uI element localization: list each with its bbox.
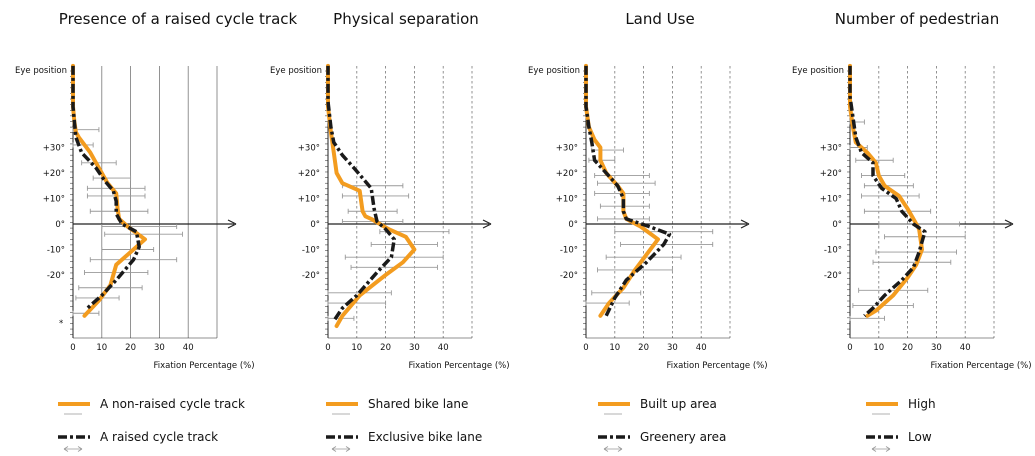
- axis-arrowhead: [227, 219, 237, 229]
- series-line-2: [71, 65, 141, 310]
- legend-label-2: A raised cycle track: [100, 430, 218, 444]
- legend-label-1: A non-raised cycle track: [100, 397, 245, 411]
- y-tick-label: +20°: [298, 169, 320, 179]
- legend: Shared bike lane Exclusive bike lane: [326, 397, 482, 452]
- panel-1: Presence of a raised cycle track Eye posi…: [15, 10, 298, 452]
- panel-title: Physical separation: [333, 10, 479, 28]
- x-tick-label: 40: [960, 343, 971, 353]
- series-line-2: [326, 65, 396, 322]
- x-tick-label: 10: [351, 343, 362, 353]
- x-axis-label: Fixation Percentage (%): [153, 361, 254, 371]
- y-tick-label: +30°: [556, 144, 578, 154]
- y-tick-label: +30°: [298, 144, 320, 154]
- y-tick-label: 0°: [832, 220, 842, 230]
- legend-label-1: High: [908, 397, 936, 411]
- legend: Built up area Greenery area: [598, 397, 726, 452]
- y-tick-label: +20°: [43, 169, 65, 179]
- legend-errorbar-swatch-2: [871, 446, 891, 452]
- y-tick-label: +30°: [820, 144, 842, 154]
- legend-label-1: Built up area: [640, 397, 717, 411]
- panel-3: Land Use Eye position +30° +20° +10° 0° -10° -2…: [528, 10, 768, 452]
- y-tick-label: +10°: [298, 195, 320, 205]
- x-tick-label: 10: [96, 343, 107, 353]
- y-tick-label: -10°: [560, 246, 578, 256]
- y-tick-label: +10°: [820, 195, 842, 205]
- legend: A non-raised cycle track A raised cycle t…: [58, 397, 245, 452]
- y-tick-label: -20°: [560, 271, 578, 281]
- y-tick-label: +10°: [43, 195, 65, 205]
- y-tick-label: -20°: [824, 271, 842, 281]
- y-axis-label: Eye position: [270, 66, 322, 76]
- panel-2: Physical separation Eye position +30° +20° +…: [270, 10, 510, 452]
- y-axis-label: Eye position: [528, 66, 580, 76]
- axis-arrowhead: [740, 219, 750, 229]
- x-tick-label: 40: [183, 343, 194, 353]
- legend-label-2: Low: [908, 430, 932, 444]
- x-tick-label: 30: [667, 343, 678, 353]
- legend-errorbar-swatch-2: [331, 446, 351, 452]
- legend-errorbar-swatch-2: [63, 446, 83, 452]
- series-line-1: [584, 63, 660, 318]
- y-tick-label: -10°: [47, 246, 65, 256]
- legend: High Low: [866, 397, 936, 452]
- x-tick-label: 20: [125, 343, 136, 353]
- y-tick-label: +30°: [43, 144, 65, 154]
- panel-4: Number of pedestrian Eye position +30° +20°…: [792, 10, 1032, 452]
- panel-title: Land Use: [625, 10, 694, 28]
- x-tick-label: 30: [154, 343, 165, 353]
- legend-label-1: Shared bike lane: [368, 397, 468, 411]
- y-axis-label: Eye position: [15, 66, 67, 76]
- x-tick-label: 20: [638, 343, 649, 353]
- y-tick-label: +20°: [556, 169, 578, 179]
- y-tick-label: -20°: [302, 271, 320, 281]
- significance-star: *: [59, 319, 63, 329]
- legend-errorbar-swatch-2: [603, 446, 623, 452]
- y-tick-label: -10°: [302, 246, 320, 256]
- series-line-1: [326, 63, 417, 328]
- x-tick-label: 20: [380, 343, 391, 353]
- y-tick-label: 0°: [568, 220, 578, 230]
- y-tick-label: 0°: [310, 220, 320, 230]
- x-axis-label: Fixation Percentage (%): [408, 361, 509, 371]
- x-tick-label: 30: [409, 343, 420, 353]
- x-tick-label: 10: [609, 343, 620, 353]
- y-tick-label: +10°: [556, 195, 578, 205]
- x-tick-label: 0: [325, 343, 330, 353]
- x-tick-label: 20: [902, 343, 913, 353]
- x-tick-label: 0: [847, 343, 852, 353]
- x-tick-label: 0: [583, 343, 588, 353]
- y-tick-label: -10°: [824, 246, 842, 256]
- axis-arrowhead: [1004, 219, 1014, 229]
- panel-title: Number of pedestrian: [835, 10, 999, 28]
- legend-label-2: Exclusive bike lane: [368, 430, 482, 444]
- axis-arrowhead: [482, 219, 492, 229]
- y-tick-label: +20°: [820, 169, 842, 179]
- panel-title: Presence of a raised cycle track: [59, 10, 298, 28]
- x-axis-label: Fixation Percentage (%): [666, 361, 767, 371]
- legend-label-2: Greenery area: [640, 430, 726, 444]
- series-line-2: [848, 65, 927, 318]
- x-axis-label: Fixation Percentage (%): [930, 361, 1031, 371]
- y-tick-label: 0°: [55, 220, 65, 230]
- x-tick-label: 40: [438, 343, 449, 353]
- y-tick-label: -20°: [47, 271, 65, 281]
- x-tick-label: 10: [873, 343, 884, 353]
- y-axis-label: Eye position: [792, 66, 844, 76]
- x-tick-label: 0: [70, 343, 75, 353]
- series-line-2: [584, 65, 672, 317]
- series-line-1: [848, 63, 924, 318]
- series-line-1: [71, 63, 147, 318]
- x-tick-label: 40: [696, 343, 707, 353]
- x-tick-label: 30: [931, 343, 942, 353]
